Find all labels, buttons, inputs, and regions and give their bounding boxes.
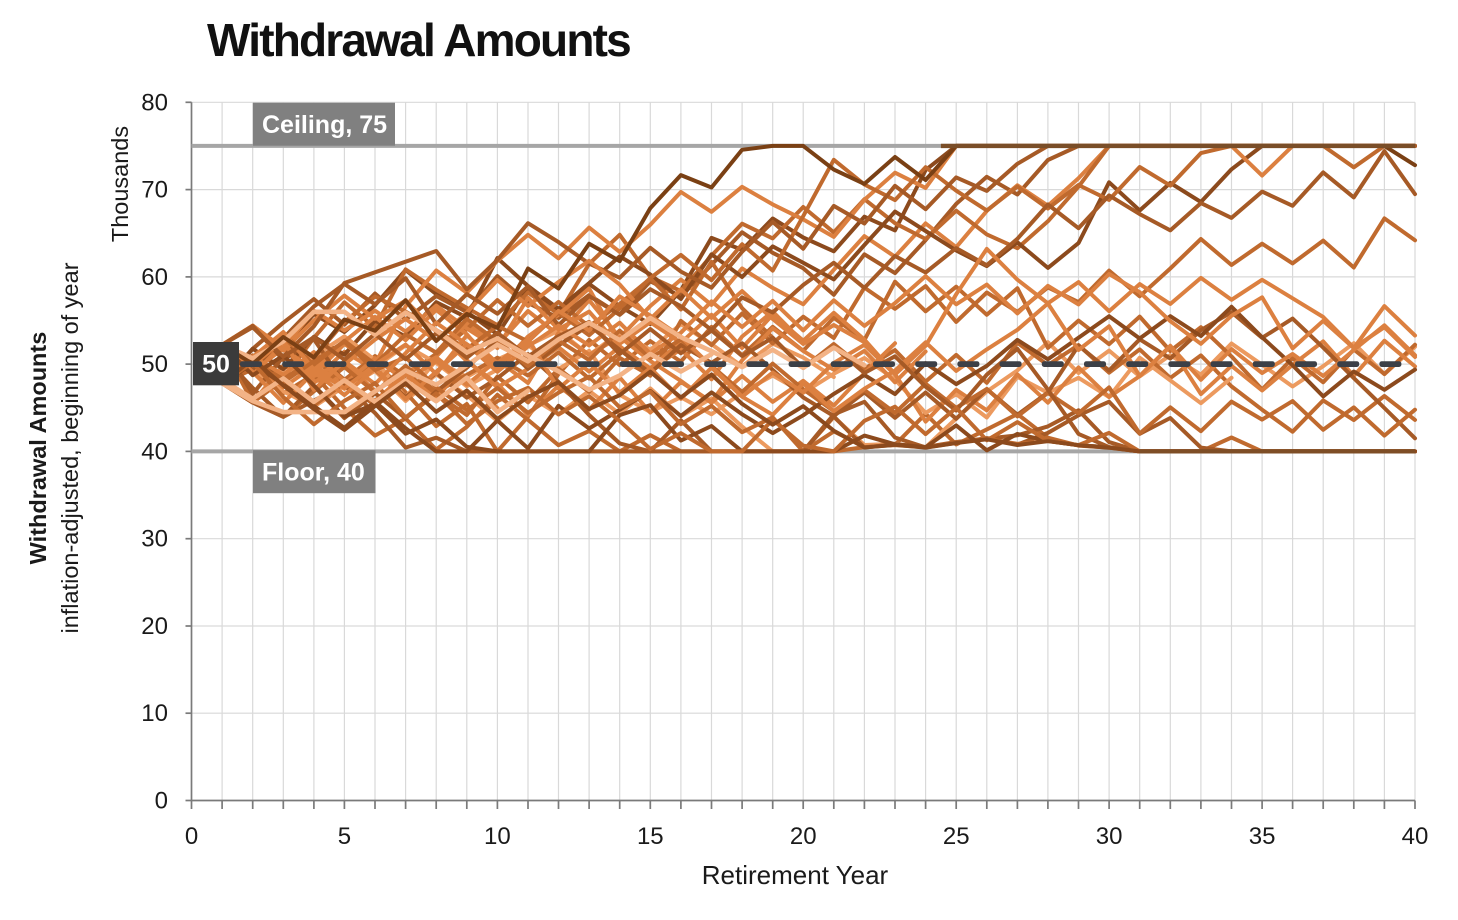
svg-text:10: 10	[484, 823, 511, 850]
svg-text:40: 40	[141, 438, 168, 465]
svg-text:35: 35	[1249, 823, 1276, 850]
svg-text:30: 30	[1096, 823, 1123, 850]
svg-text:Retirement Year: Retirement Year	[702, 860, 889, 890]
svg-text:0: 0	[185, 823, 198, 850]
svg-text:20: 20	[141, 613, 168, 640]
svg-text:20: 20	[790, 823, 817, 850]
svg-text:60: 60	[141, 264, 168, 291]
svg-text:30: 30	[141, 526, 168, 553]
svg-text:50: 50	[141, 351, 168, 378]
svg-text:Withdrawal Amounts: Withdrawal Amounts	[207, 14, 630, 66]
svg-text:0: 0	[155, 788, 168, 815]
svg-text:Floor, 40: Floor, 40	[262, 459, 365, 487]
svg-text:70: 70	[141, 177, 168, 204]
svg-text:Withdrawal Amounts: Withdrawal Amounts	[25, 332, 51, 565]
svg-text:inflation-adjusted, beginning: inflation-adjusted, beginning of year	[57, 262, 83, 633]
svg-text:25: 25	[943, 823, 970, 850]
svg-text:Thousands: Thousands	[107, 126, 133, 242]
svg-text:80: 80	[141, 89, 168, 116]
svg-text:10: 10	[141, 700, 168, 727]
svg-text:Ceiling, 75: Ceiling, 75	[262, 111, 387, 139]
svg-text:15: 15	[637, 823, 664, 850]
svg-text:50: 50	[202, 351, 230, 379]
svg-text:40: 40	[1402, 823, 1429, 850]
svg-text:5: 5	[338, 823, 351, 850]
